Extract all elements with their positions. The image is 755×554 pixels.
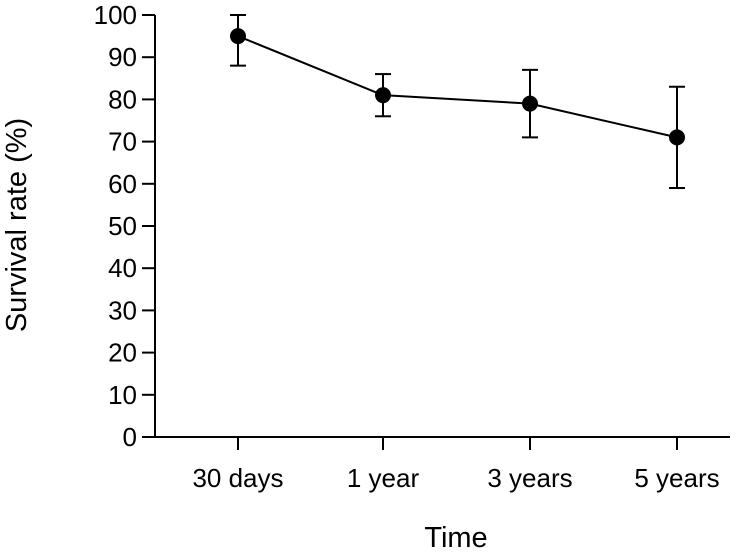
- x-tick-label: 30 days: [192, 463, 283, 493]
- data-point: [669, 129, 685, 146]
- y-tick-label: 60: [108, 169, 137, 199]
- x-tick-label: 3 years: [487, 463, 572, 493]
- y-axis-title: Survival rate (%): [1, 118, 33, 332]
- y-tick-label: 30: [108, 295, 137, 325]
- y-tick-label: 40: [108, 253, 137, 283]
- y-tick-label: 90: [108, 42, 137, 72]
- data-point: [230, 28, 246, 45]
- x-tick-label: 5 years: [634, 463, 719, 493]
- y-tick-label: 10: [108, 380, 137, 410]
- series-line: [237, 35, 678, 139]
- y-tick-label: 80: [108, 84, 137, 114]
- x-tick-label: 1 year: [347, 463, 420, 493]
- y-tick-label: 70: [108, 127, 137, 157]
- y-tick-label: 50: [108, 211, 137, 241]
- y-tick-label: 0: [123, 422, 137, 452]
- y-tick-label: 100: [94, 0, 137, 30]
- data-point: [522, 95, 538, 112]
- plot-area: 0 10 20 30 40 50 60 70 80 90 100 30 days 1 year 3 yea…: [94, 0, 730, 493]
- data-point: [375, 87, 391, 104]
- x-axis-title: Time: [424, 522, 487, 554]
- y-tick-label: 20: [108, 338, 137, 368]
